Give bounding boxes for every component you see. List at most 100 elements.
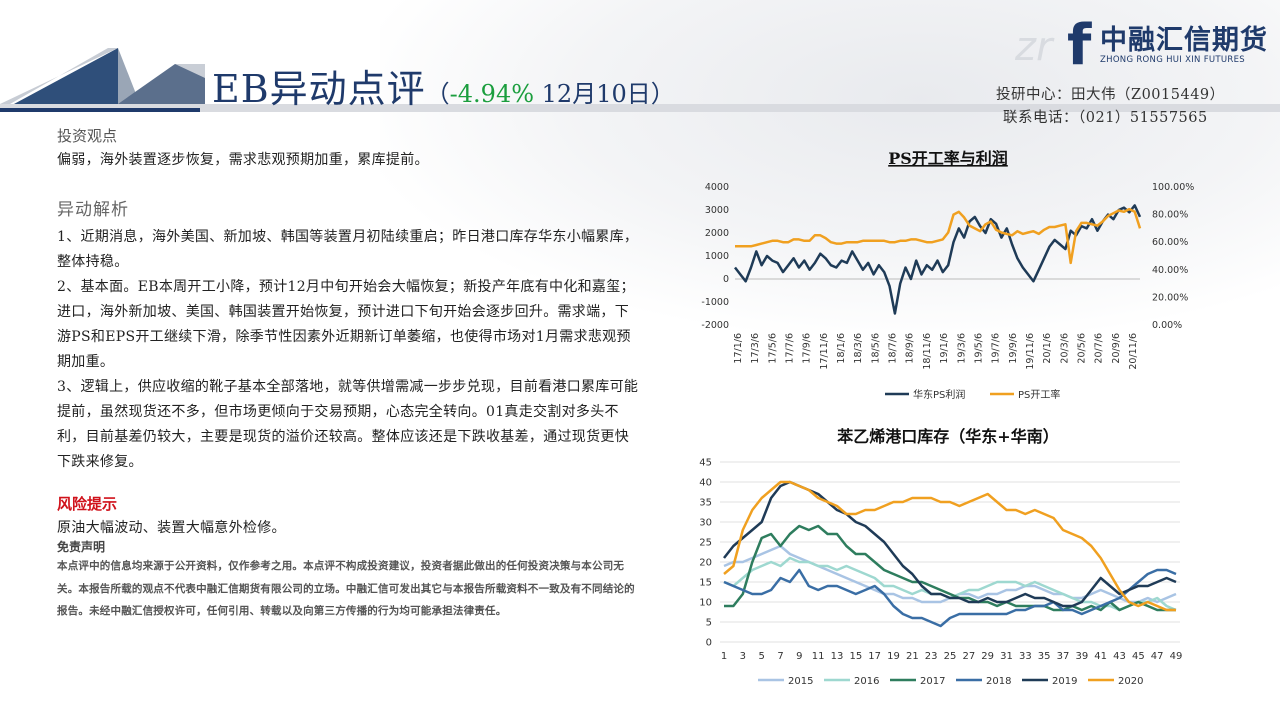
series-line-2020 <box>723 480 1176 612</box>
y-left-tick-label: -1000 <box>701 297 729 308</box>
y-tick-label: 45 <box>699 458 712 469</box>
x-tick-label: 21 <box>906 651 919 662</box>
x-tick-label: 49 <box>1170 651 1183 662</box>
x-tick-label: 19/7/6 <box>991 333 1002 364</box>
y-tick-label: 0 <box>706 638 712 649</box>
logo-f-icon: f <box>1067 13 1092 72</box>
x-tick-label: 33 <box>1019 651 1032 662</box>
x-tick-label: 20/5/6 <box>1076 333 1087 364</box>
y-right-tick-label: 60.00% <box>1152 237 1188 248</box>
x-tick-label: 20/11/6 <box>1128 333 1139 370</box>
y-tick-label: 35 <box>699 498 712 509</box>
x-tick-label: 45 <box>1132 651 1145 662</box>
risk-heading: 风险提示 <box>57 495 118 513</box>
x-tick-label: 47 <box>1151 651 1164 662</box>
y-tick-label: 25 <box>699 538 712 549</box>
logo-watermark-letters: zr <box>1015 24 1055 70</box>
page-title: EB异动点评（-4.94% 12月10日） <box>212 58 675 113</box>
x-tick-label: 5 <box>758 651 764 662</box>
y-tick-label: 40 <box>699 478 712 489</box>
title-date: 12月10日） <box>534 80 675 108</box>
disclaimer-text: 本点评中的信息均来源于公开资料，仅作参考之用。本点评不构成投资建议，投资者据此做… <box>57 560 635 617</box>
x-tick-label: 7 <box>777 651 783 662</box>
x-tick-label: 17 <box>868 651 881 662</box>
x-tick-label: 18/3/6 <box>853 333 864 364</box>
x-tick-label: 17/11/6 <box>819 333 830 370</box>
x-tick-label: 3 <box>740 651 746 662</box>
x-tick-label: 18/5/6 <box>870 333 881 364</box>
x-tick-label: 13 <box>831 651 844 662</box>
x-tick-label: 23 <box>925 651 938 662</box>
x-tick-label: 37 <box>1057 651 1070 662</box>
analyst-line: 投研中心：田大伟（Z0015449） <box>996 87 1225 103</box>
x-tick-label: 43 <box>1113 651 1126 662</box>
title-main: EB异动点评 <box>212 67 426 111</box>
x-tick-label: 20/9/6 <box>1111 333 1122 364</box>
legend-label: 华东PS利润 <box>913 388 965 401</box>
legend-label: PS开工率 <box>1018 388 1060 401</box>
x-tick-label: 17/9/6 <box>802 333 813 364</box>
legend-label-2018: 2018 <box>986 676 1011 687</box>
disclaimer-heading: 免责声明 <box>57 540 106 554</box>
company-logo: zr f <box>1015 13 1092 72</box>
x-tick-label: 17/7/6 <box>785 333 796 364</box>
y-right-tick-label: 0.00% <box>1152 320 1182 331</box>
phone-line: 联系电话：（021）51557565 <box>1003 110 1208 126</box>
x-tick-label: 17/3/6 <box>750 333 761 364</box>
x-tick-label: 19/9/6 <box>1008 333 1019 364</box>
y-tick-label: 5 <box>706 618 712 629</box>
y-right-tick-label: 100.00% <box>1152 182 1194 193</box>
contact-info: 投研中心：田大伟（Z0015449） 联系电话：（021）51557565 <box>996 84 1225 130</box>
x-tick-label: 18/9/6 <box>905 333 916 364</box>
x-tick-label: 39 <box>1075 651 1088 662</box>
ps-utilization-profit-chart: PS开工率与利润 4000 3000 2000 1000 0 -1000 -2000 100.0… <box>701 149 1194 401</box>
x-tick-label: 19/5/6 <box>973 333 984 364</box>
x-tick-label: 11 <box>812 651 825 662</box>
series-line-profit <box>734 204 1142 315</box>
commentary-column: 投资观点 偏弱，海外装置逐步恢复，需求悲观预期加重，累库提前。 异动解析 1、近… <box>57 124 642 623</box>
series-line-utilization <box>735 207 1142 265</box>
x-tick-label: 1 <box>721 651 727 662</box>
legend-label-2016: 2016 <box>854 676 879 687</box>
logo-chinese-name: 中融汇信期货 <box>1100 25 1268 56</box>
chart-title: PS开工率与利润 <box>888 149 1008 168</box>
y-tick-label: 30 <box>699 518 712 529</box>
x-tick-label: 19 <box>887 651 900 662</box>
x-tick-label: 27 <box>962 651 975 662</box>
y-left-tick-label: 2000 <box>705 228 729 239</box>
series-line-2018 <box>723 568 1177 628</box>
chart-title: 苯乙烯港口库存（华东+华南） <box>836 427 1058 446</box>
y-tick-label: 20 <box>699 558 712 569</box>
x-tick-label: 20/7/6 <box>1094 333 1105 364</box>
view-heading: 投资观点 <box>57 127 118 145</box>
x-tick-label: 18/7/6 <box>888 333 899 364</box>
logo-english-name: ZHONG RONG HUI XIN FUTURES <box>1100 55 1246 65</box>
view-text: 偏弱，海外装置逐步恢复，需求悲观预期加重，累库提前。 <box>57 152 429 168</box>
x-tick-label: 18/11/6 <box>922 333 933 370</box>
x-tick-label: 17/1/6 <box>733 333 744 364</box>
x-tick-label: 19/1/6 <box>939 333 950 364</box>
y-tick-label: 15 <box>699 578 712 589</box>
x-tick-label: 41 <box>1094 651 1107 662</box>
x-tick-label: 20/1/6 <box>1042 333 1053 364</box>
series-line-2017 <box>724 524 1176 612</box>
analysis-paragraph-2: 2、基本面。EB本周开工小降，预计12月中旬开始会大幅恢复；新投产年底有中化和嘉… <box>57 279 635 370</box>
analysis-paragraph-1: 1、近期消息，海外美国、新加坡、韩国等装置月初陆续重启；昨日港口库存华东小幅累库… <box>57 229 639 270</box>
x-tick-label: 20/3/6 <box>1059 333 1070 364</box>
x-tick-label: 18/1/6 <box>836 333 847 364</box>
y-left-tick-label: 3000 <box>705 205 729 216</box>
x-tick-label: 19/3/6 <box>956 333 967 364</box>
legend-label-2020: 2020 <box>1118 676 1143 687</box>
y-left-tick-label: 4000 <box>705 182 729 193</box>
x-tick-label: 35 <box>1038 651 1051 662</box>
x-tick-label: 31 <box>1000 651 1013 662</box>
legend-label-2019: 2019 <box>1052 676 1077 687</box>
x-tick-label: 25 <box>944 651 957 662</box>
header-banner <box>0 48 1280 112</box>
x-tick-label: 15 <box>849 651 862 662</box>
series-line-2019 <box>723 480 1177 608</box>
x-tick-label: 17/5/6 <box>767 333 778 364</box>
legend-label-2017: 2017 <box>920 676 945 687</box>
y-left-tick-label: -2000 <box>701 320 729 331</box>
